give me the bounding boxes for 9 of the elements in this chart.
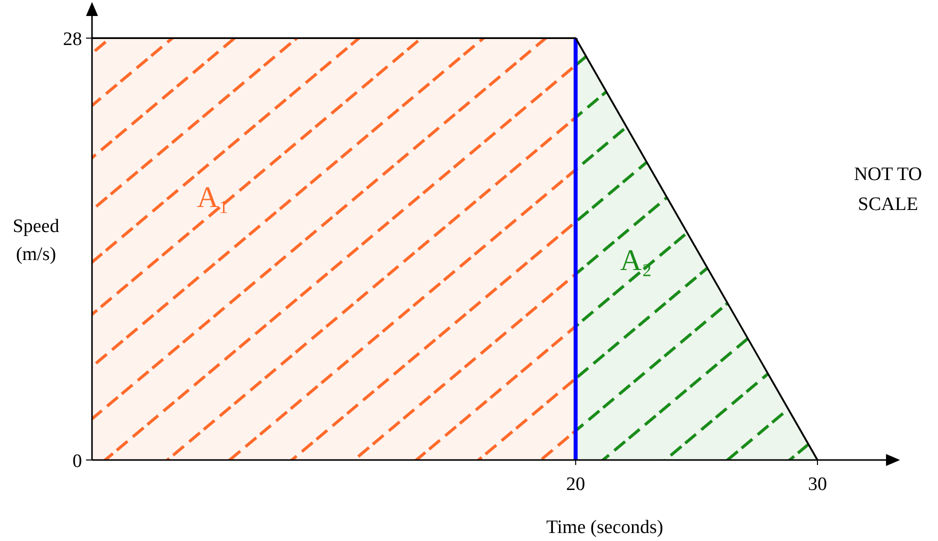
- y-axis-title: Speed (m/s): [12, 216, 60, 265]
- y-tick-label: 28: [63, 29, 82, 50]
- x-tick-label: 30: [808, 474, 827, 495]
- x-axis-title: Time (seconds): [546, 517, 664, 538]
- y-tick-label: 0: [72, 451, 82, 472]
- x-tick-label: 20: [566, 474, 586, 495]
- series-label: A₁: [196, 180, 229, 214]
- annotation: NOT TO SCALE: [854, 164, 922, 215]
- series-label: A₂: [620, 244, 652, 278]
